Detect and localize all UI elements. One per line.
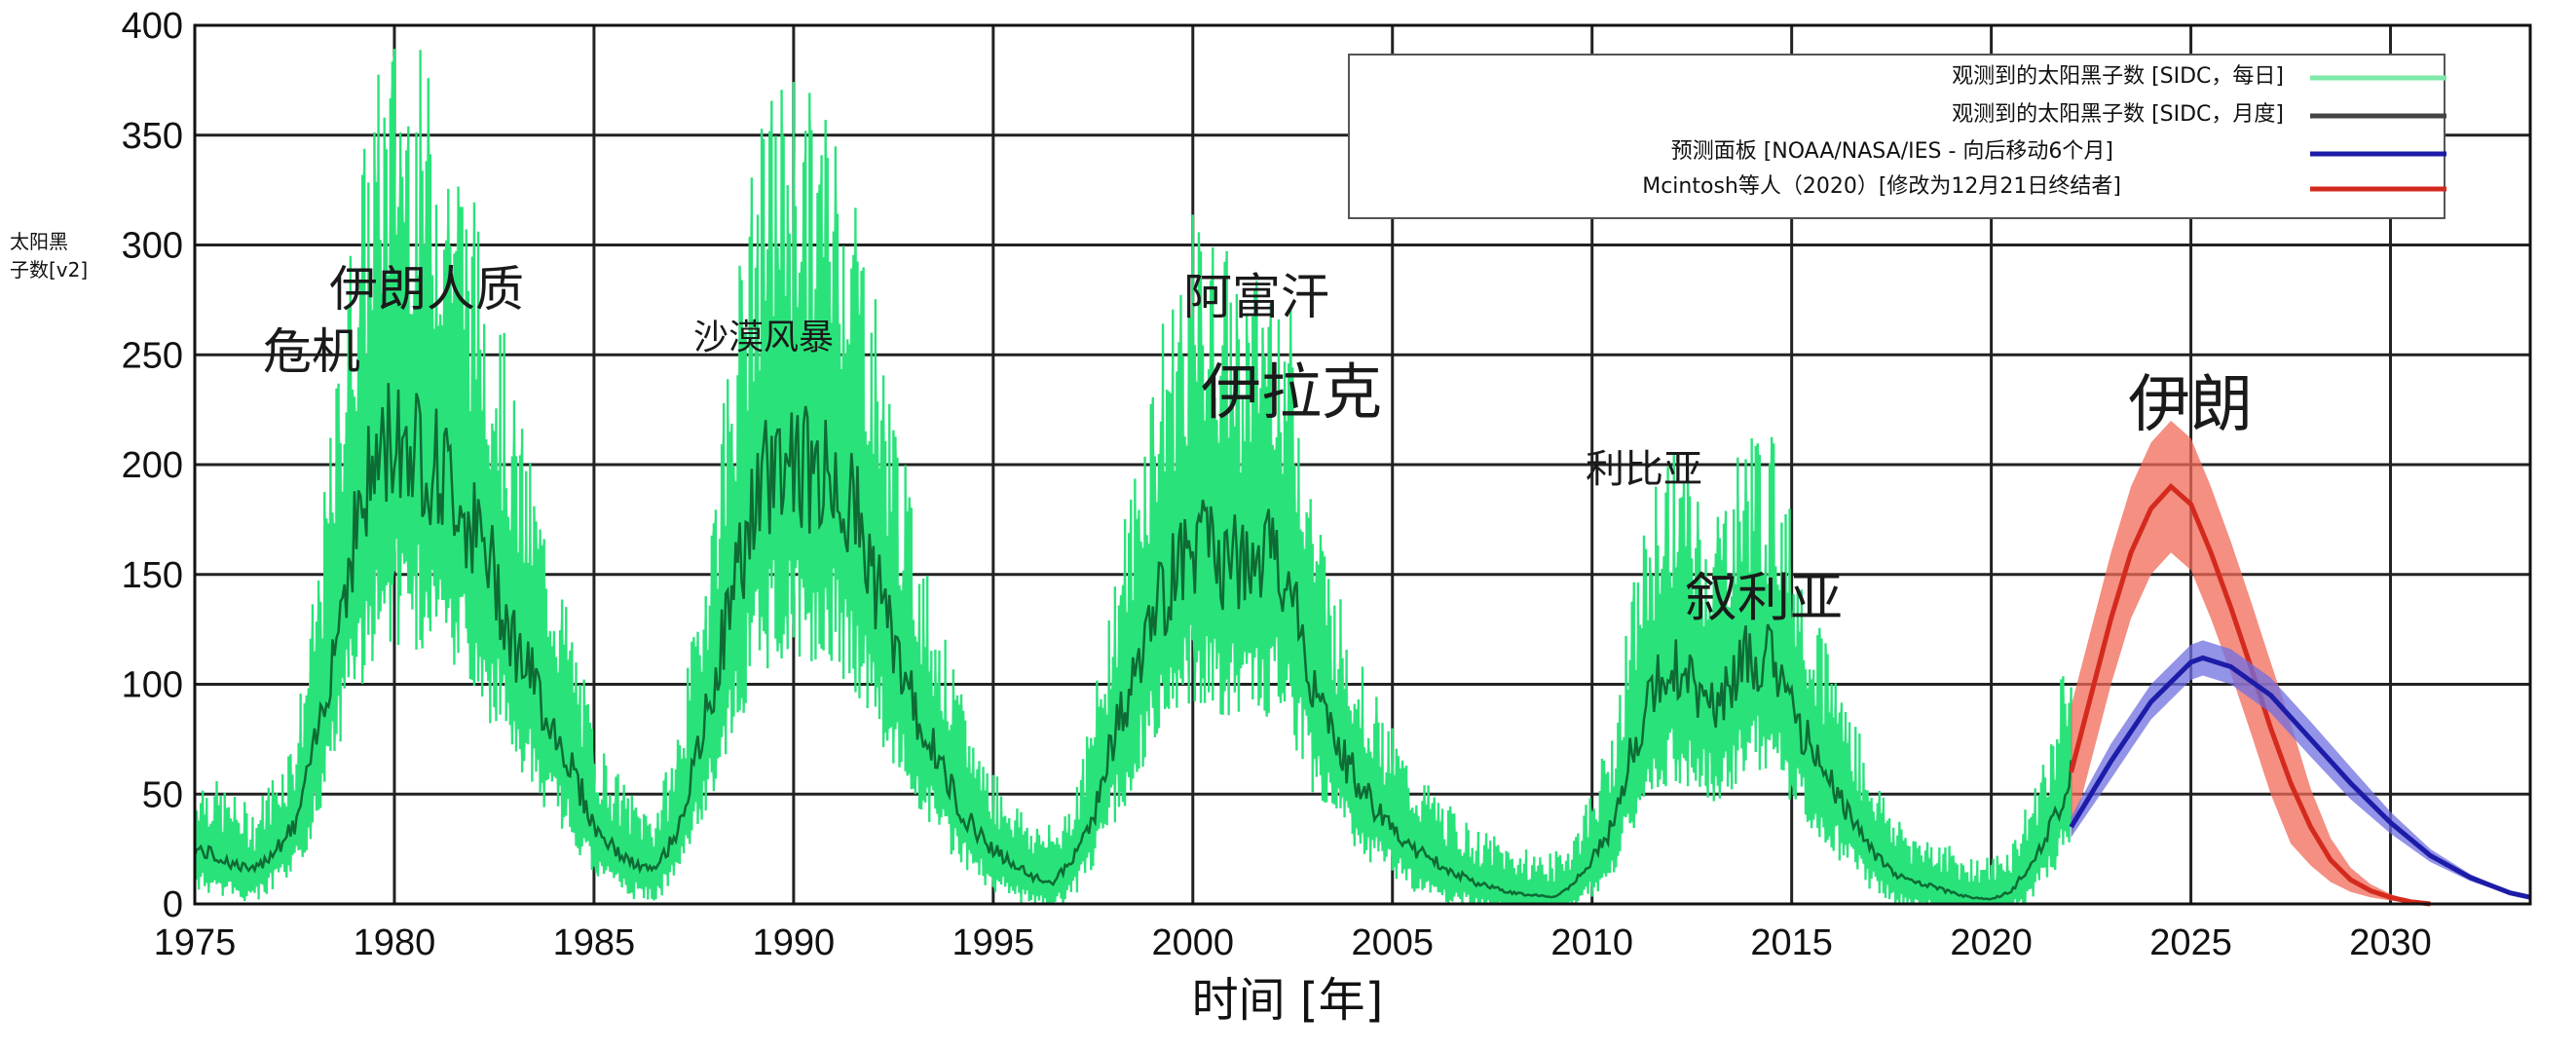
annotation-iran-hostage-line-2: 危机: [263, 323, 360, 380]
x-tick-label-2010: 2010: [1550, 922, 1633, 963]
x-tick-label-2000: 2000: [1152, 922, 1235, 963]
x-tick-label-2030: 2030: [2349, 922, 2432, 963]
legend-label-monthly: 观测到的太阳黑子数 [SIDC，月度]: [1952, 102, 2284, 127]
x-axis-label: 时间 [年]: [1192, 973, 1384, 1028]
forecast-series: [2069, 420, 2531, 907]
panel-line: [2069, 655, 2531, 900]
legend: 观测到的太阳黑子数 [SIDC，每日] 观测到的太阳黑子数 [SIDC，月度] …: [1348, 54, 2446, 219]
x-tick-label-1990: 1990: [753, 922, 836, 963]
y-tick-label-200: 200: [122, 445, 183, 486]
annotation-libya: 利比亚: [1586, 447, 1702, 492]
x-axis-ticks: 1975 1980 1985 1990 1995 2000 2005 2010 2015 2020…: [154, 922, 2432, 963]
y-tick-label-0: 0: [163, 884, 183, 925]
x-tick-label-2025: 2025: [2149, 922, 2232, 963]
plot-frame: [193, 23, 2532, 906]
x-tick-label-2015: 2015: [1750, 922, 1833, 963]
x-tick-label-1985: 1985: [553, 922, 636, 963]
annotation-iran-hostage-line-1: 伊朗人质: [329, 261, 524, 318]
y-tick-label-100: 100: [122, 665, 183, 706]
x-tick-label-2020: 2020: [1950, 922, 2033, 963]
legend-label-mcintosh: Mcintosh等人（2020）[修改为12月21日终结者]: [1642, 174, 2121, 199]
legend-label-daily: 观测到的太阳黑子数 [SIDC，每日]: [1952, 64, 2284, 89]
y-tick-label-250: 250: [122, 335, 183, 376]
x-tick-label-1975: 1975: [154, 922, 237, 963]
x-tick-label-1995: 1995: [952, 922, 1035, 963]
legend-label-panel: 预测面板 [NOAA/NASA/IES - 向后移动6个月]: [1671, 139, 2113, 164]
x-tick-label-1980: 1980: [354, 922, 436, 963]
y-axis-label-line-2: 子数[v2]: [10, 258, 88, 282]
x-tick-label-2005: 2005: [1351, 922, 1434, 963]
annotation-iraq: 伊拉克: [1201, 357, 1382, 428]
y-tick-label-350: 350: [122, 116, 183, 157]
y-tick-label-150: 150: [122, 555, 183, 596]
y-tick-label-300: 300: [122, 226, 183, 267]
monthly-sunspot-series: [193, 383, 2072, 901]
monthly-line: [193, 383, 2072, 901]
y-axis-label-line-1: 太阳黑: [10, 230, 68, 253]
y-tick-label-50: 50: [142, 774, 183, 815]
y-tick-label-400: 400: [122, 6, 183, 47]
event-annotations: 伊朗人质 危机 沙漠风暴 阿富汗 伊拉克 利比亚 叙利亚 伊朗: [263, 261, 2253, 628]
legend-box: [1348, 54, 2445, 219]
annotation-afghanistan: 阿富汗: [1183, 269, 1329, 325]
y-axis-ticks: 0 50 100 150 200 250 300 350 400: [122, 6, 183, 925]
annotation-syria: 叙利亚: [1685, 567, 1843, 628]
annotation-desert-storm: 沙漠风暴: [693, 318, 834, 357]
annotation-iran: 伊朗: [2128, 369, 2253, 441]
